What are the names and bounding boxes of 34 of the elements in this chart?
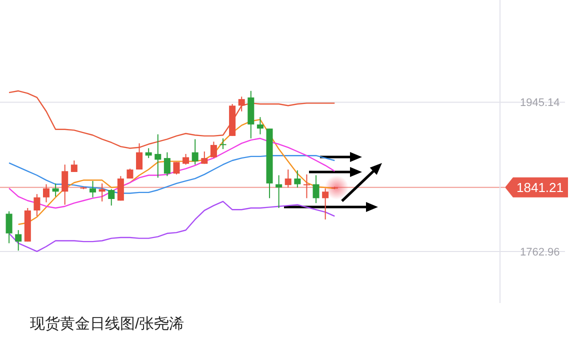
- candlestick: [62, 164, 68, 206]
- text: 现货黄金日线图/张尧浠: [30, 315, 184, 332]
- line-series: [8, 138, 336, 209]
- ref-line-label: 1841.21: [516, 180, 564, 195]
- candlestick: [322, 188, 329, 220]
- candlestick: [145, 148, 152, 159]
- candlestick: [43, 184, 50, 203]
- candlestick: [173, 162, 180, 175]
- candlestick: [6, 210, 12, 244]
- candlestick: [201, 151, 208, 164]
- candlestick: [34, 194, 40, 217]
- candlestick: [210, 141, 217, 159]
- candlestick: [312, 174, 320, 204]
- candlestick: [220, 138, 226, 150]
- candlestick: [256, 116, 264, 135]
- candlestick: [154, 134, 162, 178]
- candlestick: [284, 169, 292, 188]
- line-series: [8, 90, 336, 149]
- candlestick: [98, 182, 106, 202]
- candlestick: [182, 153, 190, 166]
- candlestick: [164, 152, 170, 177]
- candlestick: [238, 96, 245, 112]
- candlestick: [294, 170, 301, 188]
- y-tick-label: 1945.14: [520, 97, 560, 110]
- candlestick: [90, 180, 96, 198]
- candlestick: [192, 138, 198, 166]
- candlestick: [276, 174, 282, 209]
- y-tick-label: 1762.96: [520, 246, 560, 258]
- candlestick: [303, 174, 310, 199]
- candlestick: [70, 160, 78, 172]
- candlestick: [52, 182, 59, 198]
- candlestick: [108, 188, 115, 206]
- candlestick: [15, 230, 22, 252]
- candlestick: [117, 176, 124, 202]
